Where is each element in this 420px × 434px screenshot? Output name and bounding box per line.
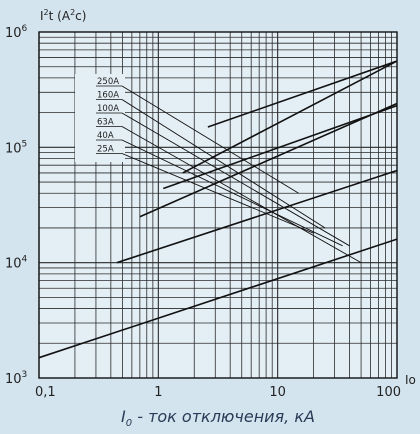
leader-line-250A <box>121 85 299 194</box>
y-tick-label: 106 <box>5 24 28 41</box>
leader-line-40A <box>121 139 343 247</box>
x-tick-label: 100 <box>376 385 401 400</box>
x-tick-label: 0,1 <box>35 385 56 400</box>
legend-entry-100A: 100A <box>97 104 119 114</box>
x-axis-end-label: Io <box>405 373 416 387</box>
leader-line-100A <box>121 112 350 247</box>
legend-entry-40A: 40A <box>97 131 114 141</box>
y-tick-label: 104 <box>5 255 28 272</box>
series-line-250A <box>207 60 398 128</box>
series-line-160A <box>182 60 398 174</box>
leader-line-160A <box>121 99 326 229</box>
legend-entry-25A: 25A <box>97 145 114 155</box>
series-lines <box>38 60 398 359</box>
legend-entry-250A: 250A <box>97 77 119 87</box>
series-line-25A <box>38 238 398 359</box>
legend: 250A 160A 100A 63A 40A 25A <box>75 74 362 264</box>
y-tick-label: 105 <box>5 139 27 156</box>
leader-line-63A <box>121 126 362 264</box>
legend-entry-160A: 160A <box>97 91 119 101</box>
y-tick-label: 103 <box>5 370 27 387</box>
legend-entry-63A: 63A <box>97 118 114 128</box>
x-tick-label: 10 <box>269 385 286 400</box>
series-line-40A <box>116 169 398 264</box>
y-axis-label: I2t (A2c) <box>40 8 86 23</box>
plot-frame <box>38 31 398 379</box>
legend-box <box>75 74 125 162</box>
x-tick-label: 1 <box>154 385 162 400</box>
series-line-63A <box>139 102 398 218</box>
x-axis-label: I0 - ток отключения, кА <box>121 407 315 429</box>
series-line-100A <box>163 104 398 190</box>
leader-line-25A <box>121 153 314 234</box>
